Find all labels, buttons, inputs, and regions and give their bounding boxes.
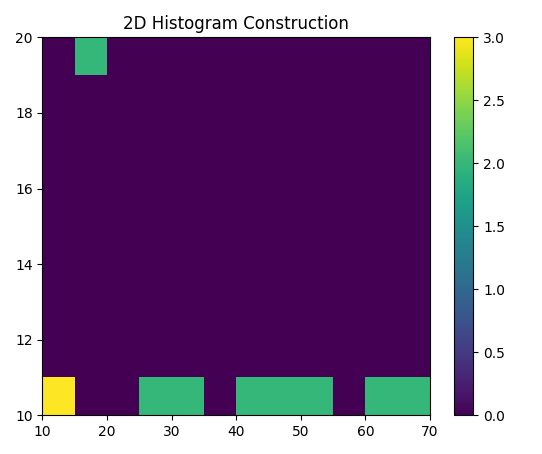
- Title: 2D Histogram Construction: 2D Histogram Construction: [124, 15, 349, 33]
